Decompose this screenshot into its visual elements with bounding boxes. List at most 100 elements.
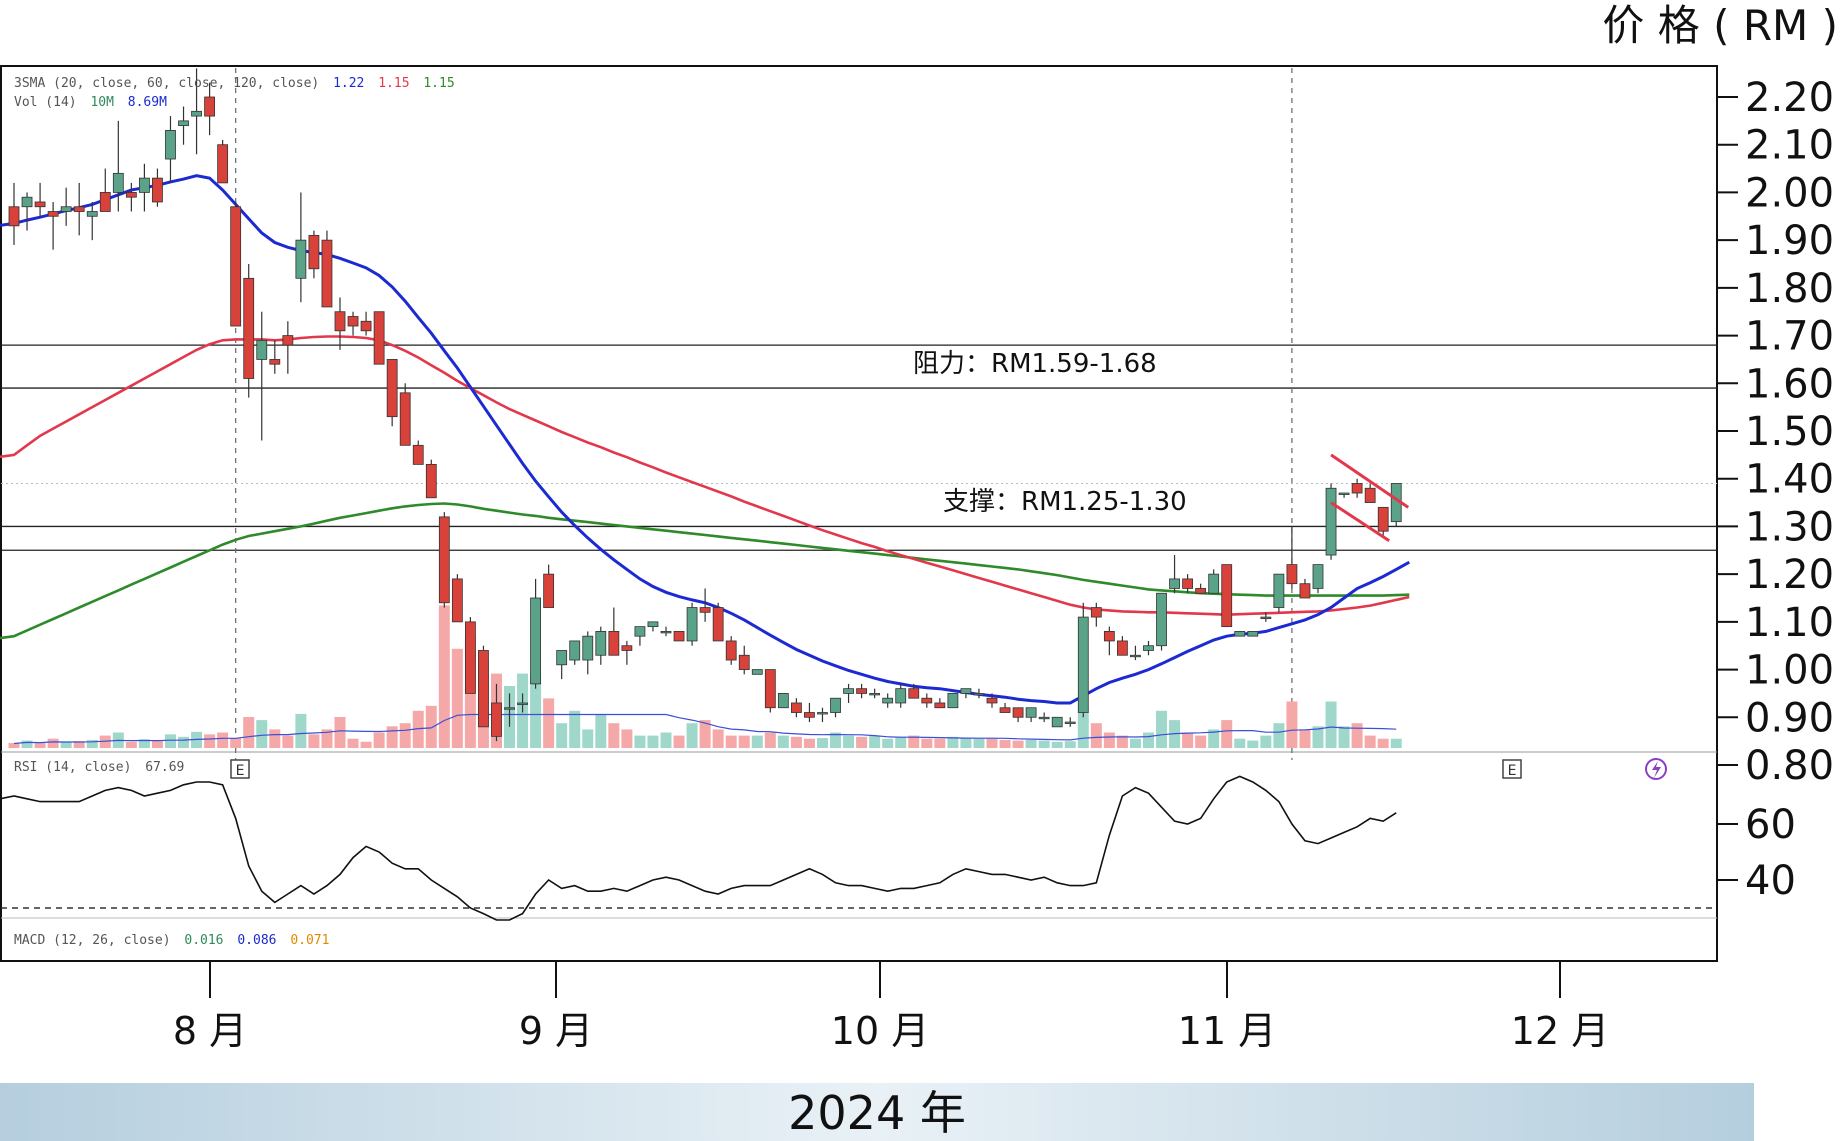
volume-bar xyxy=(816,738,828,748)
candle-body xyxy=(947,693,959,709)
y-tick-label: 1.70 xyxy=(1745,314,1834,360)
year-banner xyxy=(0,1083,1754,1141)
candle-body xyxy=(138,177,150,193)
volume-bar xyxy=(217,732,229,748)
earnings-marker-aug: E xyxy=(230,759,250,779)
volume-bar xyxy=(1103,732,1115,748)
candle-body xyxy=(582,635,594,661)
candle-body xyxy=(1286,564,1298,585)
volume-bar xyxy=(1325,701,1337,748)
candle-body xyxy=(464,621,476,694)
candle-body xyxy=(478,650,489,728)
candle-body xyxy=(1364,487,1376,503)
y-tick-label: 1.20 xyxy=(1745,552,1834,598)
candle-body xyxy=(1064,721,1076,724)
candle-body xyxy=(1195,588,1207,594)
volume-bar xyxy=(321,729,333,748)
volume-bar xyxy=(451,648,463,748)
candle-body xyxy=(334,311,346,332)
volume-bar xyxy=(1221,720,1233,748)
candle-body xyxy=(960,688,972,694)
volume-bar xyxy=(569,710,581,748)
candle-body xyxy=(1182,578,1193,589)
volume-bar xyxy=(1012,740,1024,748)
candle-body xyxy=(1143,645,1154,651)
candle-body xyxy=(1247,631,1259,637)
volume-bar xyxy=(86,739,98,748)
volume-bar xyxy=(164,734,176,748)
candle-body xyxy=(1208,573,1220,594)
candle-body xyxy=(191,110,202,117)
volume-bar xyxy=(647,735,659,748)
candle-body xyxy=(543,573,555,608)
rsi-line xyxy=(0,775,1397,921)
candle-body xyxy=(921,697,933,704)
volume-bar xyxy=(856,736,868,748)
candle-body xyxy=(1338,492,1350,495)
rsi-legend-label: RSI (14, close) xyxy=(14,760,131,775)
sma-legend-label: 3SMA (20, close, 60, close, 120, close) xyxy=(14,76,319,91)
volume-bar xyxy=(582,729,594,748)
rsi-legend: RSI (14, close) 67.69 xyxy=(14,760,184,775)
macd-signal-value: 0.086 xyxy=(237,933,276,948)
support-annotation: 支撑：RM1.25-1.30 xyxy=(943,487,1187,517)
earnings-marker-nov-label: E xyxy=(1508,763,1517,779)
volume-bar xyxy=(1116,735,1128,748)
candle-body xyxy=(1051,716,1063,728)
candle-body xyxy=(1103,631,1115,642)
candle-body xyxy=(360,320,372,332)
candle-body xyxy=(295,239,307,279)
y-tick-label: 1.30 xyxy=(1745,504,1834,550)
x-tick-label: 8 月 xyxy=(173,1009,247,1053)
x-tick-label: 10 月 xyxy=(831,1009,929,1053)
candle-body xyxy=(47,211,59,217)
volume-bar xyxy=(660,732,672,748)
candle-body xyxy=(230,206,242,327)
candle-body xyxy=(530,597,541,685)
candle-body xyxy=(973,693,985,696)
volume-bar xyxy=(386,726,398,748)
volume-bar xyxy=(1273,723,1285,748)
y-tick-label: 1.90 xyxy=(1745,218,1834,264)
candle-body xyxy=(451,578,463,623)
volume-bar xyxy=(334,717,346,748)
volume-bar xyxy=(1195,735,1207,748)
x-axis: 8 月 9 月 10 月 11 月 12 月 xyxy=(173,961,1609,1053)
y-axis-unit-label: 价 格 ( RM ) xyxy=(1602,1,1838,50)
candle-body xyxy=(21,196,33,208)
candle-body xyxy=(504,707,515,710)
candle-body xyxy=(699,607,711,613)
candle-body xyxy=(595,631,607,656)
volume-bar xyxy=(1312,726,1324,748)
candle-body xyxy=(1312,564,1324,589)
volume-bar xyxy=(138,739,150,748)
volume-bar xyxy=(1156,710,1168,748)
candle-body xyxy=(399,392,411,446)
candle-body xyxy=(1012,707,1024,718)
y-tick-label: 1.10 xyxy=(1745,600,1834,646)
volume-bar xyxy=(1064,741,1076,748)
candle-body xyxy=(556,650,568,666)
x-tick-label: 9 月 xyxy=(519,1009,593,1053)
candle-body xyxy=(843,688,854,694)
candle-body xyxy=(308,234,320,270)
volume-bar xyxy=(843,735,855,748)
year-label: 2024 年 xyxy=(788,1086,966,1140)
rsi-tick-label: 60 xyxy=(1745,802,1796,848)
candle-body xyxy=(934,702,946,709)
volume-bar xyxy=(934,738,946,748)
candle-body xyxy=(1169,578,1180,589)
macd-value: 0.016 xyxy=(184,933,223,948)
candle-body xyxy=(1077,616,1089,713)
vol-legend: Vol (14) 10M 8.69M xyxy=(14,95,167,110)
candle-body xyxy=(1260,616,1272,619)
candle-body xyxy=(1038,716,1050,720)
sma20-value: 1.22 xyxy=(333,76,364,91)
volume-ma-line xyxy=(13,713,1397,745)
volume-bar xyxy=(230,738,242,748)
candle-body xyxy=(1351,483,1363,494)
volume-bar xyxy=(608,723,620,748)
rsi-value: 67.69 xyxy=(145,760,184,775)
candle-body xyxy=(86,211,98,217)
y-tick-label: 1.50 xyxy=(1745,409,1834,455)
